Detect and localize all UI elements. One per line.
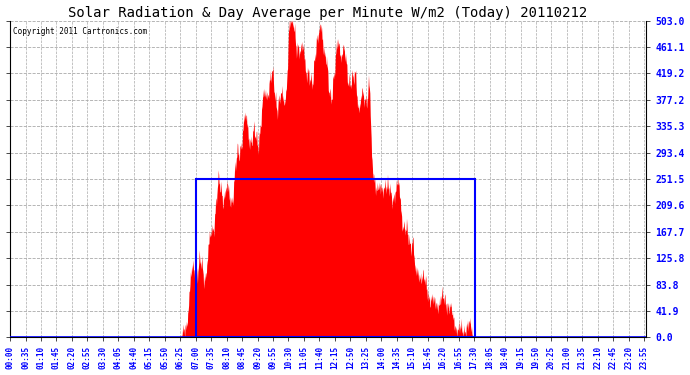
Title: Solar Radiation & Day Average per Minute W/m2 (Today) 20110212: Solar Radiation & Day Average per Minute… <box>68 6 588 20</box>
Text: Copyright 2011 Cartronics.com: Copyright 2011 Cartronics.com <box>13 27 148 36</box>
Bar <box>196 179 475 337</box>
